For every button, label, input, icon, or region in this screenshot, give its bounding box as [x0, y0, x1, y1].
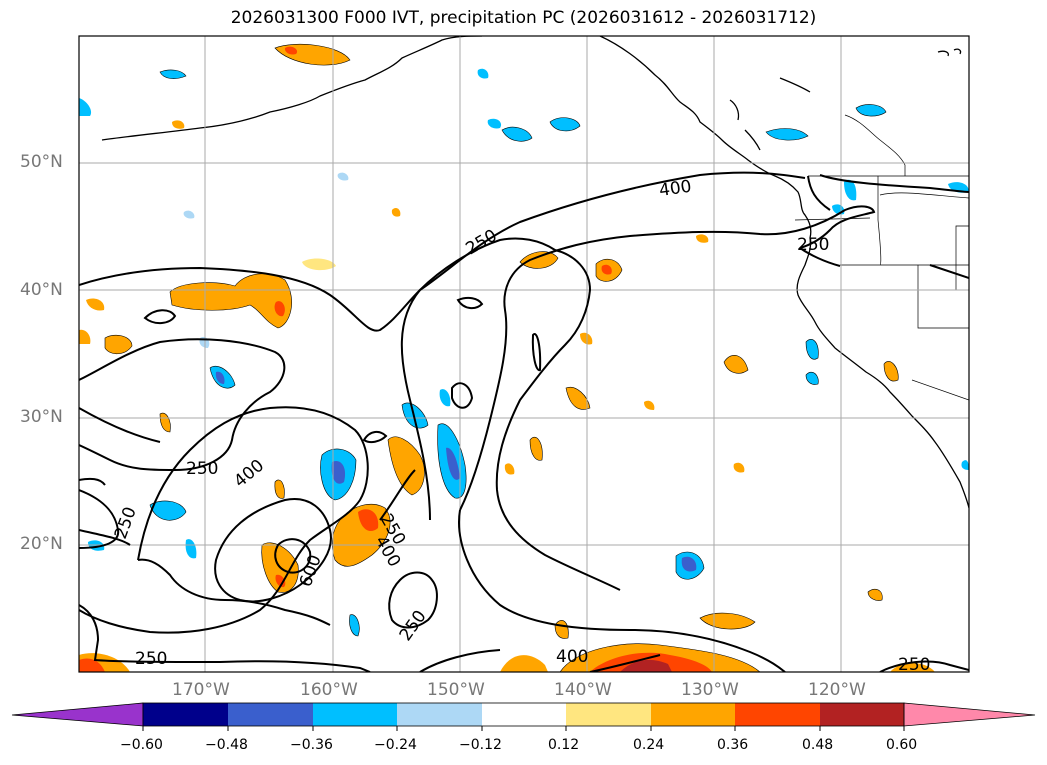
contour-label: 250 [186, 459, 218, 479]
colorbar-segment [143, 703, 228, 726]
colorbar-segment [313, 703, 397, 726]
contour-label: 400 [658, 177, 693, 201]
map-frame [78, 35, 970, 673]
colorbar-segment [397, 703, 482, 726]
precip-shading [79, 43, 969, 672]
lon-label: 130°W [681, 680, 739, 700]
colorbar-tick-label: 0.24 [633, 737, 665, 753]
colorbar-segment [228, 703, 313, 726]
colorbar-extend-high [903, 702, 1036, 727]
ivt-contours [79, 171, 969, 672]
colorbar-segment [566, 703, 651, 726]
colorbar-segment [735, 703, 820, 726]
map-gridlines [79, 36, 969, 672]
colorbar [11, 702, 1036, 731]
colorbar-tick-label: −0.24 [374, 737, 417, 753]
lat-label: 50°N [20, 152, 63, 172]
colorbar-extend-low [11, 702, 144, 727]
lon-label: 140°W [554, 680, 612, 700]
lon-label: 120°W [808, 680, 866, 700]
lat-label: 40°N [20, 280, 63, 300]
contour-label: 250 [135, 649, 167, 669]
colorbar-segment [482, 703, 566, 726]
colorbar-tick-label: 0.60 [886, 737, 918, 753]
contour-label: 250 [898, 655, 930, 675]
colorbar-tick-label: −0.36 [290, 737, 333, 753]
colorbar-segment [651, 703, 735, 726]
map-title: 2026031300 F000 IVT, precipitation PC (2… [230, 8, 817, 28]
lat-label: 30°N [20, 407, 63, 427]
colorbar-tick-label: 0.36 [717, 737, 749, 753]
colorbar-tick-label: 0.48 [802, 737, 834, 753]
contour-label: 250 [797, 235, 829, 255]
lat-label: 20°N [20, 534, 63, 554]
lon-label: 150°W [427, 680, 485, 700]
colorbar-tick-label: −0.60 [120, 737, 163, 753]
colorbar-tick-label: 0.12 [548, 737, 580, 753]
lon-label: 170°W [172, 680, 230, 700]
colorbar-tick-label: −0.48 [205, 737, 248, 753]
colorbar-segment [820, 703, 904, 726]
colorbar-tick-label: −0.12 [459, 737, 502, 753]
state-borders [794, 114, 969, 401]
lon-label: 160°W [300, 680, 358, 700]
coastlines [101, 36, 969, 509]
map-plot-area: 400 250 250 400 250 250 400 250 600 250 … [79, 36, 969, 675]
contour-label: 400 [556, 647, 588, 667]
